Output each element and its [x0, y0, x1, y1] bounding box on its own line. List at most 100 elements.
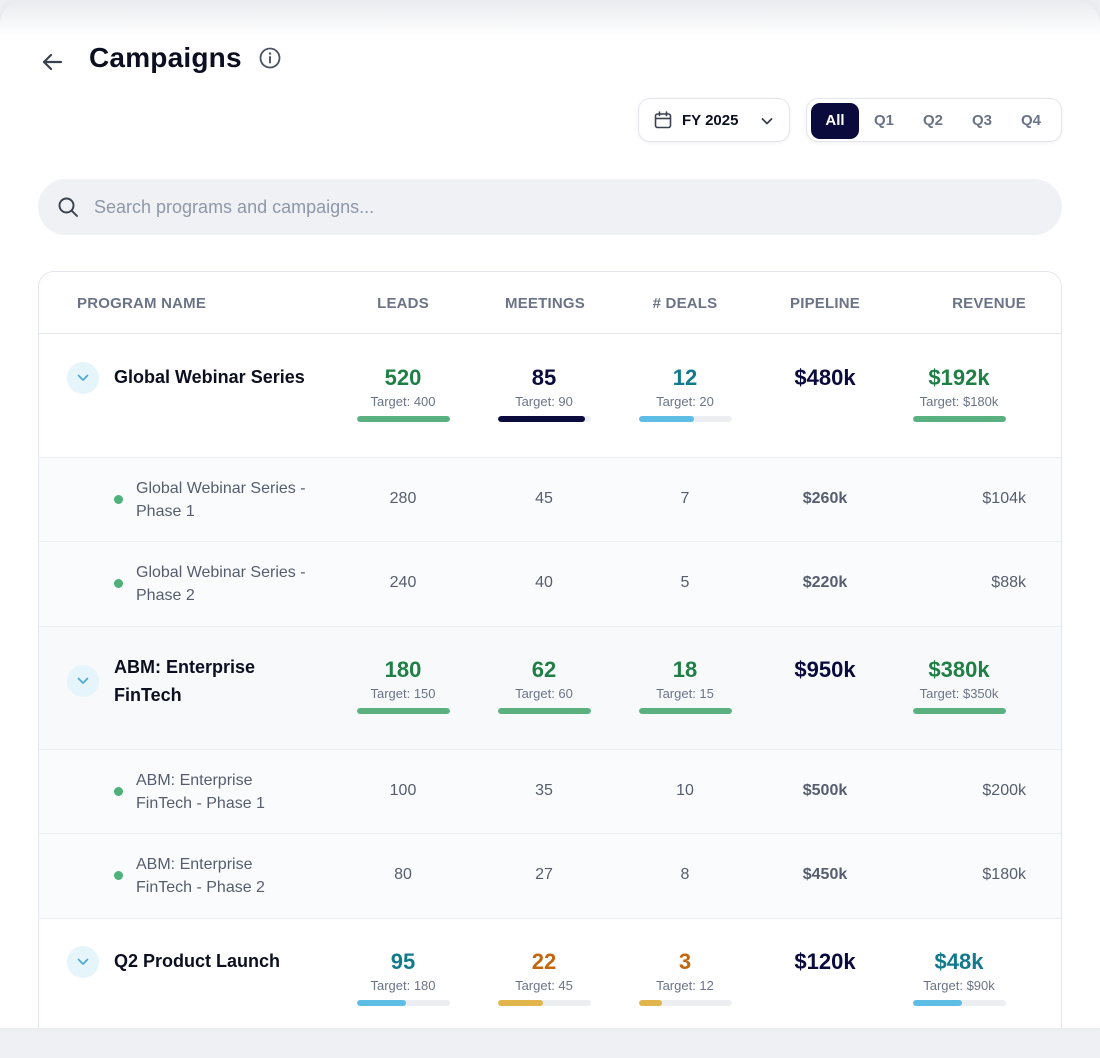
- pipeline-value: $480k: [794, 365, 856, 390]
- deals-value: 12: [672, 365, 698, 390]
- fiscal-year-select[interactable]: FY 2025: [638, 98, 790, 142]
- leads-progress-bar: [356, 416, 450, 422]
- deals-metric: 3 Target: 12: [638, 949, 732, 1006]
- deals-target: Target: 20: [656, 394, 714, 409]
- campaign-pipeline: $450k: [802, 866, 848, 883]
- search-input[interactable]: [94, 179, 1034, 235]
- program-row[interactable]: ABM: Enterprise FinTech 180 Target: 150 …: [39, 627, 1061, 750]
- campaign-leads: 280: [389, 490, 417, 507]
- meetings-metric: 85 Target: 90: [497, 365, 591, 422]
- leads-metric: 520 Target: 400: [356, 365, 450, 422]
- deals-progress-bar: [638, 1000, 732, 1006]
- leads-progress-fill: [356, 416, 450, 422]
- leads-value: 95: [390, 949, 416, 974]
- leads-target: Target: 180: [370, 978, 436, 993]
- search-icon: [58, 197, 78, 217]
- program-row[interactable]: Q2 Product Launch 95 Target: 180 22 Targ…: [39, 919, 1061, 1028]
- status-dot: [114, 787, 123, 796]
- meetings-target: Target: 90: [515, 394, 573, 409]
- column-header-meetings[interactable]: MEETINGS: [505, 295, 585, 312]
- campaign-deals: 5: [680, 574, 690, 591]
- program-name: Global Webinar Series: [114, 367, 305, 387]
- pipeline-value: $950k: [794, 657, 856, 682]
- campaign-row[interactable]: ABM: Enterprise FinTech - Phase 2 80 27 …: [39, 834, 1061, 919]
- campaign-deals: 10: [676, 782, 694, 799]
- revenue-progress-fill: [912, 1000, 963, 1006]
- expand-toggle[interactable]: [67, 665, 99, 697]
- revenue-target: Target: $350k: [919, 686, 999, 701]
- status-dot: [114, 871, 123, 880]
- campaign-leads: 240: [389, 574, 417, 591]
- campaign-row[interactable]: ABM: Enterprise FinTech - Phase 1 100 35…: [39, 750, 1061, 834]
- campaign-meetings: 35: [535, 782, 553, 799]
- meetings-target: Target: 60: [515, 686, 573, 701]
- leads-value: 520: [384, 365, 422, 390]
- column-header-deals[interactable]: # DEALS: [652, 295, 718, 312]
- campaign-row[interactable]: Global Webinar Series - Phase 1 280 45 7…: [39, 458, 1061, 542]
- revenue-progress-fill: [912, 416, 1006, 422]
- period-option-q4[interactable]: Q4: [1020, 112, 1041, 129]
- arrow-left-icon[interactable]: [38, 48, 66, 76]
- fiscal-year-label: FY 2025: [682, 111, 739, 129]
- deals-value: 18: [672, 657, 698, 682]
- program-name: Q2 Product Launch: [114, 951, 281, 971]
- campaign-name: ABM: Enterprise FinTech - Phase 2: [136, 856, 265, 896]
- leads-metric: 95 Target: 180: [356, 949, 450, 1006]
- deals-progress-fill: [638, 1000, 662, 1006]
- column-header-leads[interactable]: LEADS: [377, 295, 429, 312]
- meetings-progress-bar: [497, 708, 591, 714]
- meetings-metric: 62 Target: 60: [497, 657, 591, 714]
- campaign-leads: 100: [389, 782, 417, 799]
- expand-toggle[interactable]: [67, 362, 99, 394]
- search-bar: [38, 179, 1062, 235]
- leads-progress-fill: [356, 1000, 406, 1006]
- leads-target: Target: 150: [370, 686, 436, 701]
- column-header-revenue[interactable]: REVENUE: [952, 295, 1026, 312]
- program-row[interactable]: Global Webinar Series 520 Target: 400 85…: [39, 334, 1061, 458]
- campaigns-panel: Campaigns FY 2025 All Q1 Q2 Q3 Q4 P: [0, 0, 1100, 1028]
- period-segmented-control: All Q1 Q2 Q3 Q4: [806, 98, 1062, 142]
- campaign-meetings: 40: [535, 574, 553, 591]
- leads-value: 180: [384, 657, 422, 682]
- meetings-metric: 22 Target: 45: [497, 949, 591, 1006]
- column-header-pipeline[interactable]: PIPELINE: [790, 295, 860, 312]
- table-header: PROGRAM NAME LEADS MEETINGS # DEALS PIPE…: [39, 272, 1061, 334]
- campaign-revenue: $180k: [982, 866, 1026, 883]
- pipeline-value: $120k: [794, 949, 856, 974]
- leads-metric: 180 Target: 150: [356, 657, 450, 714]
- meetings-progress-fill: [497, 708, 591, 714]
- leads-progress-bar: [356, 1000, 450, 1006]
- campaign-pipeline: $500k: [802, 782, 848, 799]
- revenue-target: Target: $180k: [919, 394, 999, 409]
- info-icon[interactable]: [258, 46, 282, 70]
- campaign-pipeline: $220k: [802, 574, 848, 591]
- deals-progress-fill: [638, 708, 732, 714]
- revenue-progress-bar: [912, 1000, 1006, 1006]
- chevron-down-icon: [77, 374, 89, 381]
- campaign-name: ABM: Enterprise FinTech - Phase 1: [136, 772, 265, 812]
- meetings-value: 85: [531, 365, 557, 390]
- deals-target: Target: 15: [656, 686, 714, 701]
- chevron-down-icon: [761, 118, 773, 125]
- period-option-all[interactable]: All: [811, 103, 859, 139]
- campaign-row[interactable]: Global Webinar Series - Phase 2 240 40 5…: [39, 542, 1061, 627]
- expand-toggle[interactable]: [67, 946, 99, 978]
- revenue-target: Target: $90k: [923, 978, 995, 993]
- campaign-name: Global Webinar Series - Phase 2: [136, 564, 306, 604]
- meetings-progress-bar: [497, 416, 591, 422]
- revenue-value: $48k: [934, 949, 984, 974]
- period-option-q2[interactable]: Q2: [922, 112, 943, 129]
- deals-progress-bar: [638, 708, 732, 714]
- revenue-metric: $192k Target: $180k: [912, 365, 1006, 422]
- program-name: ABM: Enterprise FinTech: [114, 657, 256, 705]
- period-option-q1[interactable]: Q1: [873, 112, 894, 129]
- meetings-value: 22: [531, 949, 557, 974]
- column-header-program-name[interactable]: PROGRAM NAME: [77, 295, 207, 312]
- deals-target: Target: 12: [656, 978, 714, 993]
- meetings-progress-fill: [497, 1000, 543, 1006]
- leads-progress-bar: [356, 708, 450, 714]
- revenue-progress-bar: [912, 416, 1006, 422]
- meetings-target: Target: 45: [515, 978, 573, 993]
- period-option-q3[interactable]: Q3: [971, 112, 992, 129]
- campaign-revenue: $88k: [991, 574, 1026, 591]
